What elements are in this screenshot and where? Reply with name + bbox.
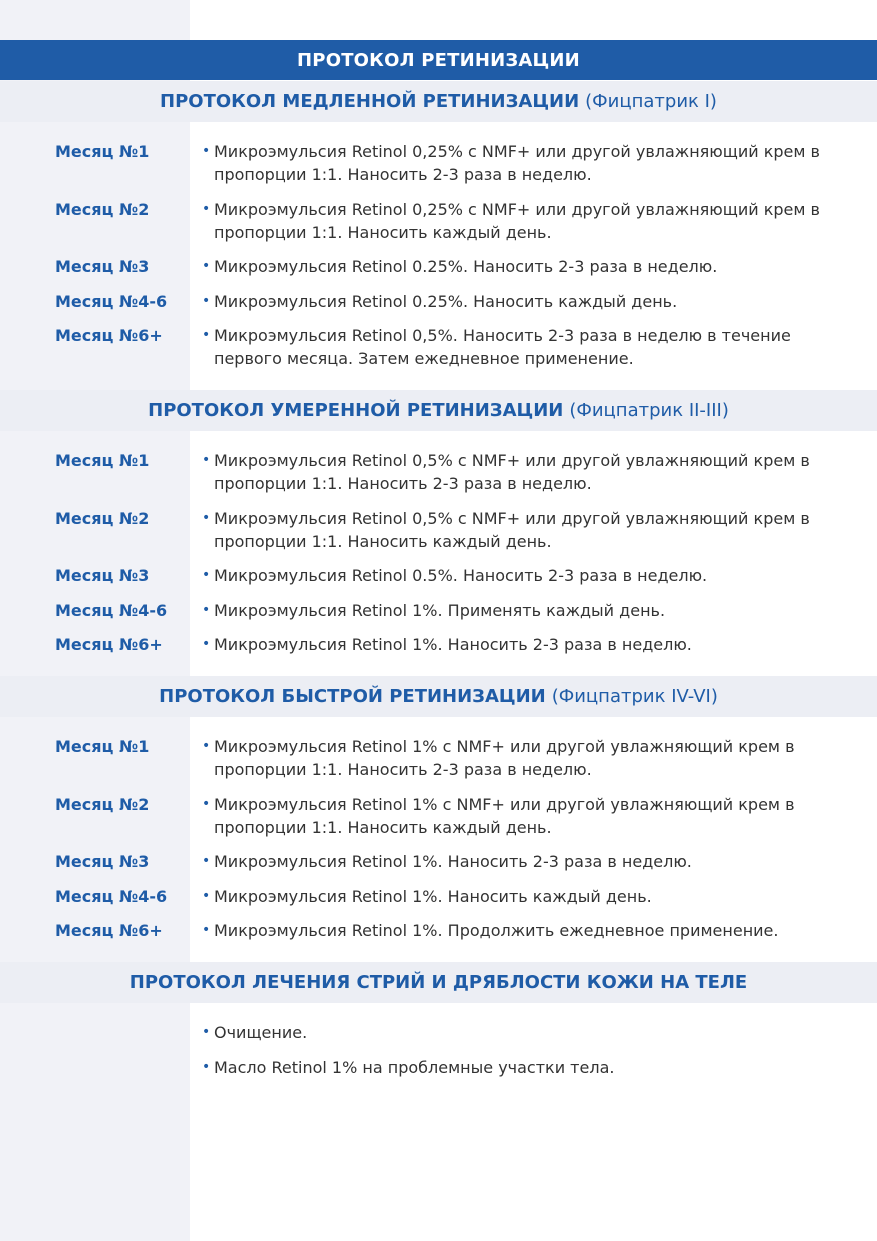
instruction-text: Микроэмульсия Retinol 1% с NMF+ или друг…: [214, 737, 795, 779]
section-title: ПРОТОКОЛ БЫСТРОЙ РЕТИНИЗАЦИИ: [159, 686, 546, 707]
month-label: Месяц №6+: [55, 635, 163, 654]
section-header: ПРОТОКОЛ УМЕРЕННОЙ РЕТИНИЗАЦИИ (Фицпатрик…: [0, 390, 877, 431]
section-body: Месяц №1 • Микроэмульсия Retinol 0,5% с NM…: [0, 431, 877, 675]
bullet-icon: •: [202, 143, 211, 159]
month-label: Месяц №1: [55, 737, 150, 756]
month-label: Месяц №2: [55, 794, 150, 814]
list-item: Месяц №3 • Микроэмульсия Retinol 0.5%. Нан…: [0, 564, 877, 587]
page-title: ПРОТОКОЛ РЕТИНИЗАЦИИ: [0, 40, 877, 80]
bullet-icon: •: [202, 887, 211, 904]
instruction-text: Микроэмульсия Retinol 1%. Применять кажд…: [214, 600, 666, 620]
instruction-text: Микроэмульсия Retinol 1%. Наносить 2-3 р…: [214, 852, 692, 871]
list-item: Месяц №6+ • Микроэмульсия Retinol 0,5%. На…: [0, 324, 877, 370]
month-label: [0, 1021, 190, 1044]
list-item: Месяц №2 • Микроэмульсия Retinol 0,25% с N…: [0, 198, 877, 244]
month-label: Месяц №1: [55, 451, 150, 470]
month-label: Месяц №3: [55, 852, 150, 871]
instruction-text: Микроэмульсия Retinol 1%. Наносить кажды…: [214, 886, 652, 906]
list-item: Месяц №6+ • Микроэмульсия Retinol 1%. Прод…: [0, 919, 877, 942]
bullet-icon: •: [202, 292, 211, 309]
month-label: Месяц №4-6: [55, 886, 168, 906]
section-header: ПРОТОКОЛ БЫСТРОЙ РЕТИНИЗАЦИИ (Фицпатрик I…: [0, 676, 877, 717]
instruction-text: Масло Retinol 1% на проблемные участки т…: [214, 1057, 615, 1077]
section-header: ПРОТОКОЛ МЕДЛЕННОЙ РЕТИНИЗАЦИИ (Фицпатрик…: [0, 81, 877, 122]
left-column-background: [0, 0, 190, 1241]
section-body: • Очищение. • Масло Retinol 1% на проблемны…: [0, 1003, 877, 1098]
document: ПРОТОКОЛ РЕТИНИЗАЦИИ ПРОТОКОЛ МЕДЛЕННОЙ …: [0, 40, 877, 1098]
section-subtitle: (Фицпатрик IV-VI): [551, 686, 718, 707]
bullet-icon: •: [202, 327, 211, 343]
list-item: Месяц №1 • Микроэмульсия Retinol 0,25% с N…: [0, 140, 877, 186]
bullet-icon: •: [202, 567, 211, 583]
section-subtitle: (Фицпатрик I): [585, 91, 717, 112]
month-label: Месяц №6+: [55, 921, 163, 940]
section-header: ПРОТОКОЛ ЛЕЧЕНИЯ СТРИЙ И ДРЯБЛОСТИ КОЖИ …: [0, 962, 877, 1003]
bullet-icon: •: [202, 258, 211, 274]
list-item: Месяц №2 • Микроэмульсия Retinol 0,5% с NM…: [0, 507, 877, 553]
instruction-text: Микроэмульсия Retinol 0,25% с NMF+ или д…: [214, 199, 820, 242]
instruction-text: Микроэмульсия Retinol 0,5% с NMF+ или др…: [214, 508, 810, 551]
section-body: Месяц №1 • Микроэмульсия Retinol 1% с NMF+…: [0, 717, 877, 961]
instruction-text: Очищение.: [214, 1023, 308, 1042]
list-item: • Масло Retinol 1% на проблемные участки …: [0, 1056, 877, 1079]
instruction-text: Микроэмульсия Retinol 0.25%. Наносить 2-…: [214, 257, 718, 276]
month-label: Месяц №4-6: [55, 600, 168, 620]
section-subtitle: (Фицпатрик II-III): [569, 400, 729, 421]
month-label: Месяц №2: [55, 508, 150, 528]
section-body: Месяц №1 • Микроэмульсия Retinol 0,25% с N…: [0, 122, 877, 389]
list-item: Месяц №1 • Микроэмульсия Retinol 1% с NMF+…: [0, 735, 877, 781]
instruction-text: Микроэмульсия Retinol 1%. Продолжить еже…: [214, 921, 779, 940]
month-label: Месяц №4-6: [55, 291, 168, 311]
bullet-icon: •: [202, 922, 211, 938]
list-item: Месяц №3 • Микроэмульсия Retinol 0.25%. На…: [0, 255, 877, 278]
month-label: [0, 1056, 190, 1079]
instruction-text: Микроэмульсия Retinol 1% с NMF+ или друг…: [214, 794, 795, 837]
list-item: • Очищение.: [0, 1021, 877, 1044]
list-item: Месяц №4-6 • Микроэмульсия Retinol 0.25%. …: [0, 290, 877, 313]
instruction-text: Микроэмульсия Retinol 0.25%. Наносить ка…: [214, 291, 678, 311]
instruction-text: Микроэмульсия Retinol 0,25% с NMF+ или д…: [214, 142, 820, 184]
section-title: ПРОТОКОЛ ЛЕЧЕНИЯ СТРИЙ И ДРЯБЛОСТИ КОЖИ …: [129, 972, 748, 993]
instruction-text: Микроэмульсия Retinol 1%. Наносить 2-3 р…: [214, 635, 692, 654]
month-label: Месяц №6+: [55, 326, 163, 345]
bullet-icon: •: [202, 200, 211, 217]
bullet-icon: •: [202, 738, 211, 754]
month-label: Месяц №3: [55, 566, 150, 585]
bullet-icon: •: [202, 1024, 211, 1040]
list-item: Месяц №4-6 • Микроэмульсия Retinol 1%. Нан…: [0, 885, 877, 908]
list-item: Месяц №4-6 • Микроэмульсия Retinol 1%. При…: [0, 599, 877, 622]
bullet-icon: •: [202, 601, 211, 618]
bullet-icon: •: [202, 1058, 211, 1075]
instruction-text: Микроэмульсия Retinol 0,5%. Наносить 2-3…: [214, 326, 791, 368]
list-item: Месяц №1 • Микроэмульсия Retinol 0,5% с NM…: [0, 449, 877, 495]
section-title: ПРОТОКОЛ УМЕРЕННОЙ РЕТИНИЗАЦИИ: [148, 400, 564, 421]
instruction-text: Микроэмульсия Retinol 0,5% с NMF+ или др…: [214, 451, 810, 493]
list-item: Месяц №6+ • Микроэмульсия Retinol 1%. Нано…: [0, 633, 877, 656]
bullet-icon: •: [202, 795, 211, 812]
list-item: Месяц №3 • Микроэмульсия Retinol 1%. Нанос…: [0, 850, 877, 873]
month-label: Месяц №1: [55, 142, 150, 161]
bullet-icon: •: [202, 853, 211, 869]
list-item: Месяц №2 • Микроэмульсия Retinol 1% с NMF+…: [0, 793, 877, 839]
bullet-icon: •: [202, 636, 211, 652]
section-title: ПРОТОКОЛ МЕДЛЕННОЙ РЕТИНИЗАЦИИ: [160, 91, 580, 112]
month-label: Месяц №3: [55, 257, 150, 276]
bullet-icon: •: [202, 509, 211, 526]
bullet-icon: •: [202, 452, 211, 468]
month-label: Месяц №2: [55, 199, 150, 219]
instruction-text: Микроэмульсия Retinol 0.5%. Наносить 2-3…: [214, 566, 708, 585]
